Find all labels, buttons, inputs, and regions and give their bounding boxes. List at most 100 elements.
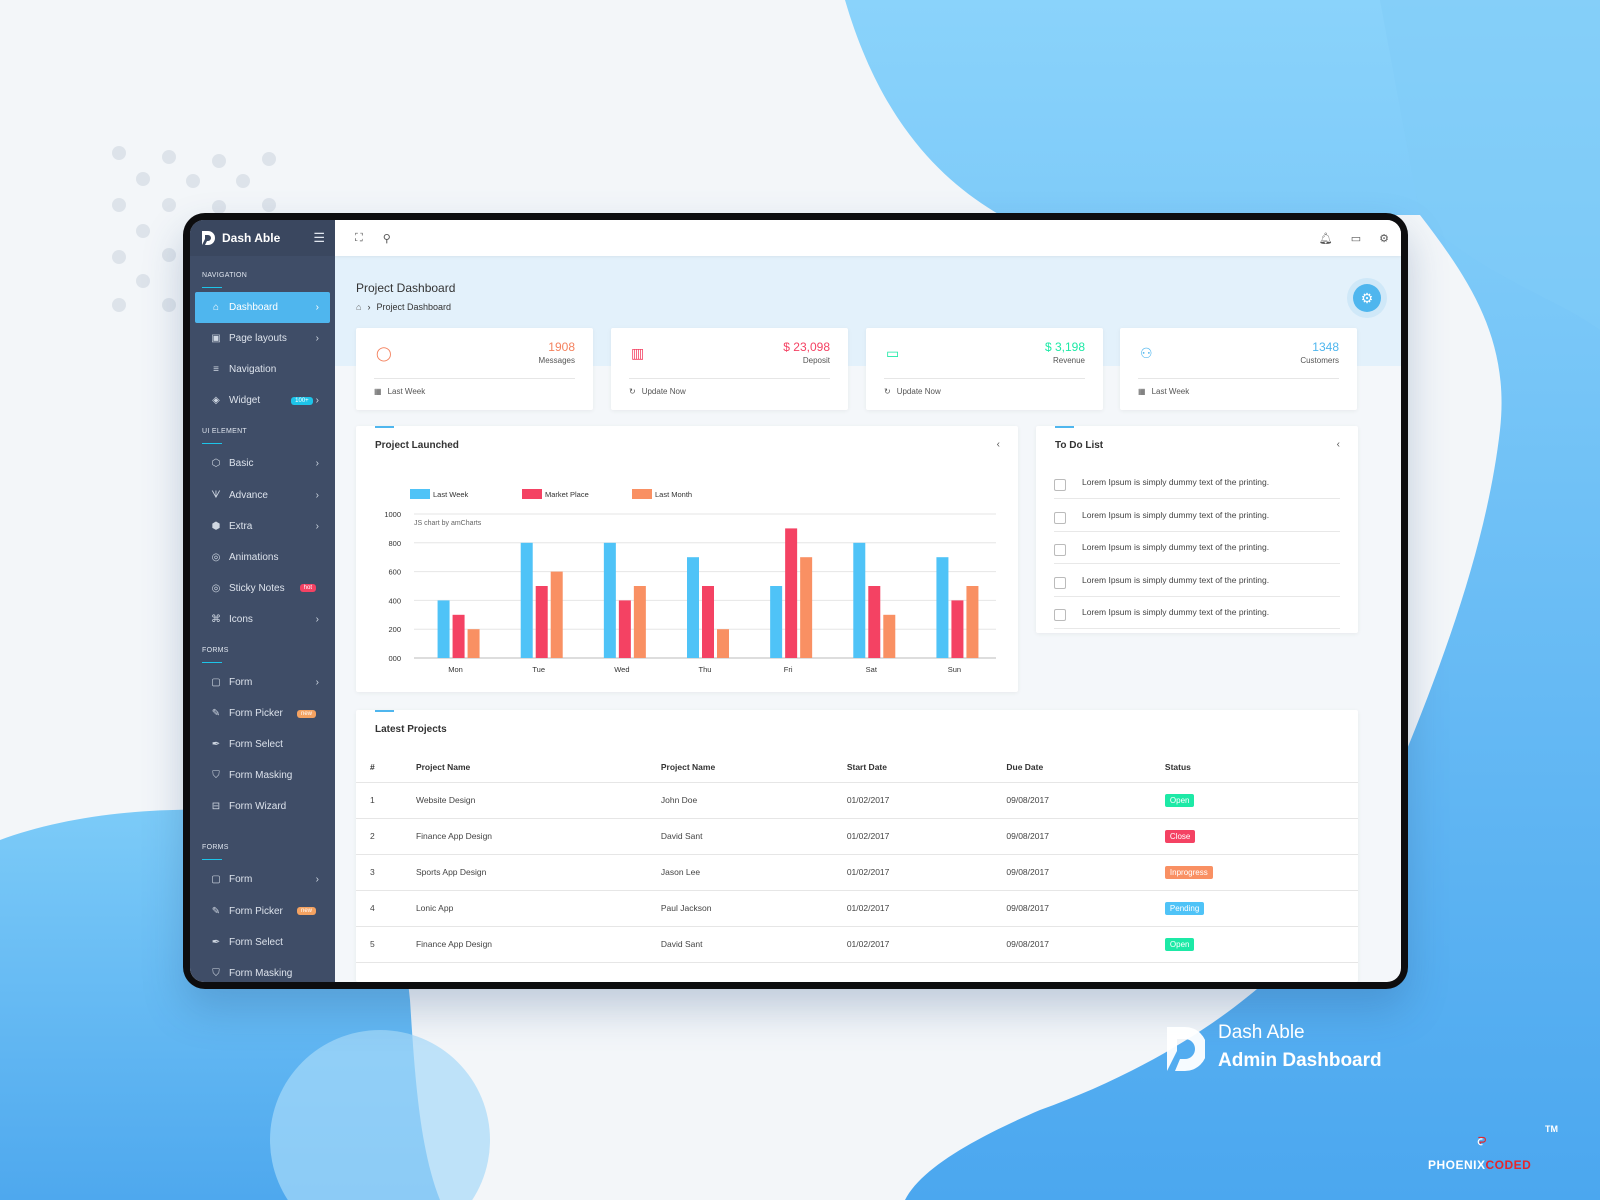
project-name: Sports App Design [415,854,661,891]
stat-footer[interactable]: ▦ Last Week [374,387,425,396]
start-date: 01/02/2017 [846,854,1007,891]
sidebar-section-title: FORMS [190,647,335,663]
sidebar-item-label: Form Picker [229,708,283,720]
stat-footer[interactable]: ▦ Last Week [1138,387,1189,396]
x-tick-label: Fri [784,665,793,674]
phoenixcoded-logo-icon [1477,1136,1486,1146]
sidebar-item-label: Widget [229,395,261,407]
sidebar-item-form-select[interactable]: ✒ Form Select [190,927,335,958]
sidebar-item-label: Form Wizard [229,801,287,813]
bar [936,557,949,658]
todo-checkbox[interactable] [1054,544,1066,556]
collapse-icon[interactable]: ‹ [996,439,1000,450]
divider [374,378,575,379]
sidebar-item-form-picker[interactable]: ✎ Form Picker new [190,698,335,729]
stat-footer[interactable]: ↻ Update Now [629,387,686,396]
todo-checkbox[interactable] [1054,576,1066,589]
sidebar-item-sticky-notes[interactable]: ◎ Sticky Notes hot [190,573,335,604]
status-badge: Inprogress [1164,865,1213,879]
sidebar-item-form-picker[interactable]: ✎ Form Picker new [190,896,335,927]
fullscreen-icon[interactable]: ⛶ [355,231,363,244]
todo-item: Lorem Ipsum is simply dummy text of the … [1054,499,1340,532]
bar [883,614,896,658]
bar [687,557,699,658]
sidebar-item-form-select[interactable]: ✒ Form Select [190,729,335,760]
sidebar-item-form-masking[interactable]: ⛉ Form Masking [190,958,335,982]
sidebar-item-navigation[interactable]: ≡ Navigation [190,354,335,385]
table-row[interactable]: 4 Lonic App Paul Jackson 01/02/2017 09/0… [356,890,1358,927]
message-icon[interactable]: ▭ [1350,232,1362,245]
sidebar-header: Dash Able ☰ [190,220,335,256]
bell-icon[interactable]: 🔔︎ [1318,232,1333,245]
card-title: Latest Projects [375,710,447,735]
sidebar-item-form-masking[interactable]: ⛉ Form Masking [190,760,335,791]
dash-able-logo-icon [202,231,215,245]
settings-icon[interactable]: ⚙ [1379,232,1389,245]
sidebar-section-title: UI ELEMENT [190,428,335,445]
project-name: Lonic App [415,890,661,927]
sidebar-item-advance[interactable]: ᗐ Advance › [190,479,335,510]
table-row[interactable]: 3 Sports App Design Jason Lee 01/02/2017… [356,854,1358,891]
sidebar-item-form[interactable]: ▢ Form › [190,667,335,698]
x-tick-label: Sun [948,665,961,674]
sidebar-item-basic[interactable]: ⬡ Basic › [190,448,335,479]
chevron-right-icon: › [315,676,319,688]
status-cell: Pending [1164,890,1358,927]
y-tick-label: 000 [388,654,401,663]
divider [884,378,1085,379]
customizer-button[interactable]: ⚙ [1347,278,1387,318]
sidebar-item-label: Sticky Notes [229,582,285,594]
status-badge: Pending [1164,901,1205,915]
sidebar-item-label: Form [229,874,253,886]
owner-name: David Sant [660,926,847,963]
todo-checkbox[interactable] [1054,511,1066,524]
owner-name: David Sant [660,818,847,855]
collapse-icon[interactable]: ‹ [1336,439,1340,450]
stat-label: Revenue [1052,356,1085,365]
sidebar-item-dashboard[interactable]: ⌂ Dashboard › [195,292,330,324]
sidebar-item-widget[interactable]: ◈ Widget 100+ › [190,385,335,416]
table-row[interactable]: 2 Finance App Design David Sant 01/02/20… [356,818,1358,855]
sidebar-badge: hot [299,584,316,593]
breadcrumb-current[interactable]: Project Dashboard [376,302,451,312]
stat-footer[interactable]: ↻ Update Now [884,387,941,396]
table-row[interactable]: 1 Website Design John Doe 01/02/2017 09/… [356,782,1358,819]
status-cell: Close [1164,818,1358,855]
home-icon: ⌂ [212,302,220,314]
sidebar-item-label: Page layouts [229,333,287,345]
legend-label: Last Week [433,490,469,499]
sidebar-item-form-wizard[interactable]: ⊟ Form Wizard [190,791,335,822]
legend-swatch [522,489,542,499]
sidebar-item-label: Navigation [229,364,277,376]
stat-value: $ 3,198 [1044,340,1085,354]
briefcase-icon: ⊟ [211,801,221,813]
x-tick-label: Thu [699,665,712,674]
bar [520,542,533,658]
sidebar-item-form[interactable]: ▢ Form › [190,864,335,895]
table-row[interactable]: 5 Finance App Design David Sant 01/02/20… [356,926,1358,963]
sidebar-item-icons[interactable]: ⌘ Icons › [190,604,335,635]
sidebar-item-animations[interactable]: ◎ Animations [190,542,335,573]
search-icon[interactable]: ⚲ [382,232,391,245]
menu-toggle-icon[interactable]: ☰ [313,230,325,245]
todo-checkbox[interactable] [1054,479,1066,491]
sidebar-item-page-layouts[interactable]: ▣ Page layouts › [190,323,335,354]
x-tick-label: Mon [448,665,463,674]
row-number: 2 [356,818,416,855]
sidebar-item-extra[interactable]: ⬢ Extra › [190,511,335,542]
status-badge: Open [1164,793,1195,807]
stat-footer-text: Last Week [1151,387,1190,396]
divider [1138,378,1339,379]
stat-label: Customers [1300,356,1339,365]
home-icon[interactable]: ⌂ [356,302,362,312]
chevron-right-icon: › [315,458,319,470]
project-name: Website Design [415,782,661,819]
todo-checkbox[interactable] [1054,609,1066,621]
bar [717,629,729,658]
feather-icon: ✒ [211,739,221,751]
start-date: 01/02/2017 [846,818,1007,855]
card-title: To Do List [1055,426,1104,451]
stat-label: Messages [538,356,575,365]
table-body: 1 Website Design John Doe 01/02/2017 09/… [356,782,1358,963]
sidebar-item-label: Form Picker [229,905,283,917]
